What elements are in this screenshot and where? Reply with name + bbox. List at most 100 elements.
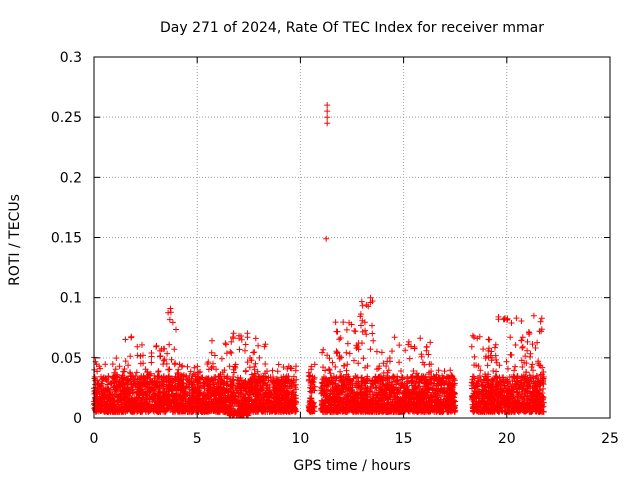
data-point: [184, 363, 191, 370]
data-point: [232, 393, 239, 400]
data-point: [352, 328, 359, 335]
data-point: [169, 391, 176, 397]
data-point: [227, 348, 234, 355]
data-point: [215, 390, 222, 397]
data-point: [421, 376, 428, 383]
data-point: [372, 384, 379, 391]
data-point: [373, 385, 380, 392]
data-point: [140, 360, 147, 367]
data-point: [248, 357, 255, 364]
data-point: [255, 342, 262, 349]
data-point: [102, 408, 109, 415]
data-point: [105, 386, 112, 392]
data-point: [318, 406, 325, 413]
data-point: [158, 374, 165, 381]
data-point: [163, 396, 170, 403]
data-point: [130, 389, 137, 396]
data-point: [371, 405, 378, 412]
data-point: [147, 379, 154, 386]
data-point: [144, 384, 151, 391]
data-point: [431, 377, 438, 384]
data-point: [213, 383, 220, 390]
data-point: [221, 367, 228, 374]
data-point: [125, 362, 132, 369]
data-point: [258, 394, 265, 401]
data-point: [242, 347, 248, 354]
data-point: [476, 373, 483, 379]
data-point: [355, 360, 362, 367]
data-point: [448, 391, 455, 398]
data-point: [277, 399, 284, 406]
data-point: [326, 397, 333, 404]
data-point: [176, 408, 183, 415]
data-point: [394, 404, 401, 410]
data-point: [335, 398, 342, 405]
data-point: [157, 353, 164, 360]
data-point: [367, 346, 374, 353]
data-point: [427, 339, 434, 346]
data-point: [449, 382, 456, 389]
data-point: [481, 407, 488, 414]
data-point: [308, 395, 315, 402]
data-point: [369, 322, 375, 329]
data-point: [130, 376, 137, 383]
data-point: [354, 343, 361, 350]
data-point: [290, 379, 297, 386]
data-point: [468, 343, 475, 350]
data-point: [359, 302, 366, 309]
data-point: [154, 384, 161, 391]
data-point: [412, 383, 419, 390]
data-point: [271, 377, 277, 384]
data-point: [102, 375, 109, 382]
data-point: [208, 365, 215, 371]
data-point: [393, 406, 400, 413]
data-point: [384, 402, 390, 409]
data-point: [423, 407, 430, 414]
data-point: [208, 375, 215, 382]
data-point: [323, 388, 330, 395]
data-point: [329, 359, 336, 366]
data-point: [326, 355, 333, 362]
data-point: [190, 387, 197, 394]
data-point: [385, 385, 392, 392]
data-point: [240, 383, 247, 390]
data-point: [351, 389, 358, 396]
grid-lines: [94, 57, 610, 418]
data-point: [213, 406, 220, 413]
data-point: [228, 394, 234, 401]
data-point: [346, 350, 353, 357]
data-point: [143, 405, 150, 412]
data-point: [336, 336, 343, 343]
data-point: [445, 396, 452, 403]
data-point: [409, 388, 416, 395]
data-point: [97, 395, 103, 402]
data-point: [485, 354, 492, 361]
data-point: [391, 334, 398, 341]
data-point: [337, 368, 344, 375]
data-point: [309, 399, 316, 406]
data-point: [178, 384, 185, 391]
data-point: [488, 348, 495, 355]
data-point: [396, 389, 403, 396]
data-point: [384, 395, 391, 402]
data-point: [293, 376, 300, 383]
data-point: [363, 331, 370, 338]
data-point: [153, 342, 160, 349]
data-point: [360, 389, 367, 396]
data-point: [251, 390, 258, 397]
data-point: [110, 404, 117, 410]
data-point: [386, 379, 393, 386]
data-point: [355, 400, 362, 407]
data-point: [93, 386, 100, 393]
data-point: [208, 349, 215, 356]
data-point: [206, 384, 213, 391]
data-point: [118, 380, 125, 387]
data-point: [231, 389, 237, 396]
data-point: [268, 404, 275, 411]
data-point: [310, 403, 317, 410]
data-point: [136, 386, 142, 393]
data-point: [423, 344, 430, 351]
data-point: [283, 373, 290, 380]
data-point: [244, 334, 251, 341]
data-point: [145, 371, 152, 378]
